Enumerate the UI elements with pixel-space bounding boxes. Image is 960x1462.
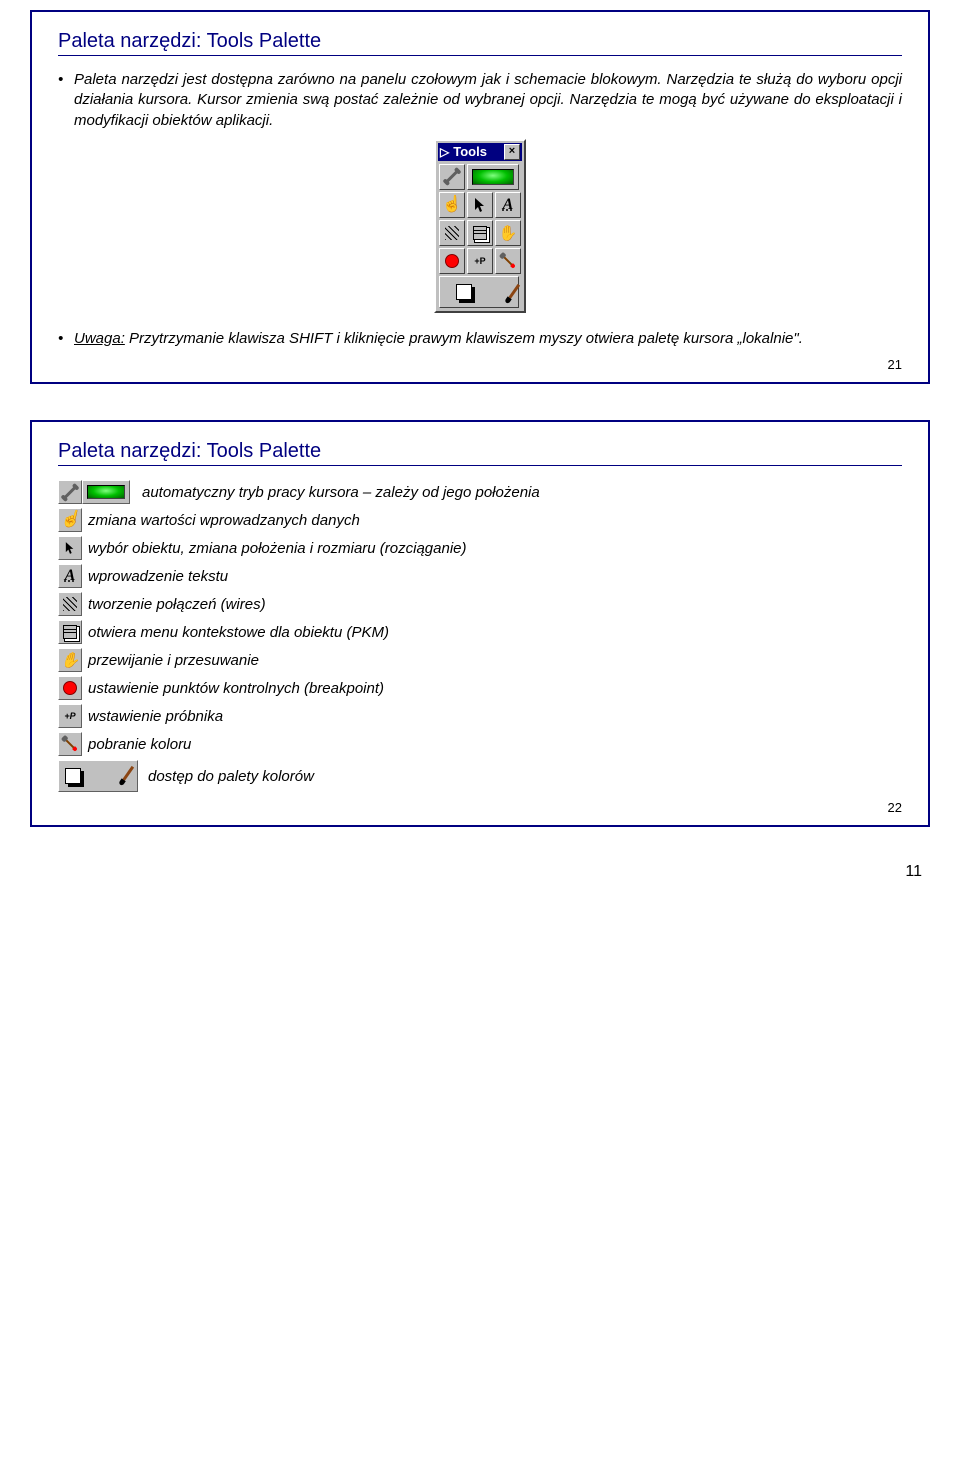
tool-descriptions: automatyczny tryb pracy kursora – zależy… <box>58 480 902 792</box>
row-operate: ☝ zmiana wartości wprowadzanych danych <box>58 508 902 532</box>
tool-breakpoint-icon[interactable] <box>439 248 465 274</box>
row-scroll-text: przewijanie i przesuwanie <box>88 652 902 669</box>
auto-wrench-icon <box>58 480 82 504</box>
select-icon <box>58 536 82 560</box>
tool-text-icon[interactable]: A <box>495 192 521 218</box>
tool-operate-icon[interactable]: ☝ <box>439 192 465 218</box>
row-operate-text: zmiana wartości wprowadzanych danych <box>88 512 902 529</box>
row-select: wybór obiektu, zmiana położenia i rozmia… <box>58 536 902 560</box>
slide2-number: 22 <box>58 800 902 815</box>
row-probe: +P wstawienie próbnika <box>58 704 902 728</box>
tools-titlebar[interactable]: ▷ Tools × <box>438 143 522 161</box>
row-wire-text: tworzenie połączeń (wires) <box>88 596 902 613</box>
row-colors: dostęp do palety kolorów <box>58 760 902 792</box>
tool-select-icon[interactable] <box>467 192 493 218</box>
row-menu-text: otwiera menu kontekstowe dla obiektu (PK… <box>88 624 902 641</box>
dropper-icon <box>58 732 82 756</box>
breakpoint-icon <box>58 676 82 700</box>
slide-2: Paleta narzędzi: Tools Palette automatyc… <box>30 420 930 827</box>
auto-led-icon <box>82 480 130 504</box>
probe-icon: +P <box>58 704 82 728</box>
text-icon: A <box>58 564 82 588</box>
tools-titlebar-label: Tools <box>453 144 487 159</box>
colors-icon <box>58 760 138 792</box>
slide2-title: Paleta narzędzi: Tools Palette <box>58 440 902 466</box>
row-probe-text: wstawienie próbnika <box>88 708 902 725</box>
scroll-icon: ✋ <box>58 648 82 672</box>
slide1-para1: Paleta narzędzi jest dostępna zarówno na… <box>58 70 902 131</box>
tool-auto-led-icon[interactable] <box>467 164 519 190</box>
slide1-note-rest: Przytrzymanie klawisza SHIFT i kliknięci… <box>125 330 803 347</box>
row-breakpoint: ustawienie punktów kontrolnych (breakpoi… <box>58 676 902 700</box>
row-menu: otwiera menu kontekstowe dla obiektu (PK… <box>58 620 902 644</box>
row-dropper: pobranie koloru <box>58 732 902 756</box>
row-text-text: wprowadzenie tekstu <box>88 568 902 585</box>
row-scroll: ✋ przewijanie i przesuwanie <box>58 648 902 672</box>
row-dropper-text: pobranie koloru <box>88 736 902 753</box>
operate-icon: ☝ <box>58 508 82 532</box>
tool-auto-wrench-icon[interactable] <box>439 164 465 190</box>
tool-menu-icon[interactable] <box>467 220 493 246</box>
row-wire: tworzenie połączeń (wires) <box>58 592 902 616</box>
tool-scroll-icon[interactable]: ✋ <box>495 220 521 246</box>
wire-icon <box>58 592 82 616</box>
row-auto-text: automatyczny tryb pracy kursora – zależy… <box>142 484 902 501</box>
slide1-note: Uwaga: Przytrzymanie klawisza SHIFT i kl… <box>58 329 902 349</box>
tool-probe-icon[interactable]: +P <box>467 248 493 274</box>
tool-colors-icon[interactable] <box>439 276 519 308</box>
row-colors-text: dostęp do palety kolorów <box>148 768 902 785</box>
menu-icon <box>58 620 82 644</box>
row-text: A wprowadzenie tekstu <box>58 564 902 588</box>
slide1-note-label: Uwaga: <box>74 330 125 347</box>
slide1-number: 21 <box>58 357 902 372</box>
row-breakpoint-text: ustawienie punktów kontrolnych (breakpoi… <box>88 680 902 697</box>
row-select-text: wybór obiektu, zmiana położenia i rozmia… <box>88 540 902 557</box>
slide1-title: Paleta narzędzi: Tools Palette <box>58 30 902 56</box>
tool-wire-icon[interactable] <box>439 220 465 246</box>
tools-palette: ▷ Tools × ☝ A ✋ <box>434 139 526 313</box>
close-icon[interactable]: × <box>504 144 520 160</box>
page-number: 11 <box>30 863 930 881</box>
tools-palette-wrap: ▷ Tools × ☝ A ✋ <box>58 139 902 313</box>
tools-titlebar-arrow-icon: ▷ <box>440 146 449 158</box>
tool-dropper-icon[interactable] <box>495 248 521 274</box>
row-auto: automatyczny tryb pracy kursora – zależy… <box>58 480 902 504</box>
slide-1: Paleta narzędzi: Tools Palette Paleta na… <box>30 10 930 384</box>
